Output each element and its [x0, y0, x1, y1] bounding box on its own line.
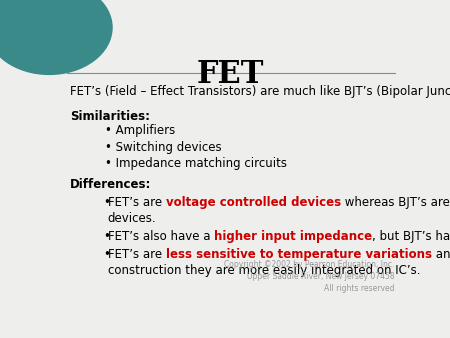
Text: FET: FET: [197, 59, 265, 90]
Text: devices.: devices.: [108, 212, 157, 225]
Text: •: •: [104, 196, 110, 209]
Text: Copyright ©2002 by Pearson Education, Inc.
Upper Saddle River, New Jersey 07458
: Copyright ©2002 by Pearson Education, In…: [224, 260, 395, 293]
Text: • Switching devices: • Switching devices: [105, 141, 222, 154]
Text: , but BJT’s have higher gains.: , but BJT’s have higher gains.: [372, 230, 450, 243]
Text: FET’s are: FET’s are: [108, 196, 166, 209]
Text: •: •: [104, 230, 110, 243]
Text: •: •: [104, 248, 110, 261]
Text: construction they are more easily integrated on IC’s.: construction they are more easily integr…: [108, 264, 420, 277]
Text: and because of there: and because of there: [432, 248, 450, 261]
Text: • Impedance matching circuits: • Impedance matching circuits: [105, 157, 287, 170]
Text: less sensitive to temperature variations: less sensitive to temperature variations: [166, 248, 432, 261]
Text: Differences:: Differences:: [70, 178, 152, 191]
Text: voltage controlled devices: voltage controlled devices: [166, 196, 341, 209]
Text: • Amplifiers: • Amplifiers: [105, 124, 176, 137]
Text: whereas BJT’s are current controlled: whereas BJT’s are current controlled: [341, 196, 450, 209]
Text: higher input impedance: higher input impedance: [214, 230, 372, 243]
Text: FET’s also have a: FET’s also have a: [108, 230, 214, 243]
Text: FET’s (Field – Effect Transistors) are much like BJT’s (Bipolar Junction Transis: FET’s (Field – Effect Transistors) are m…: [70, 85, 450, 98]
Circle shape: [0, 0, 112, 74]
Text: FET’s are: FET’s are: [108, 248, 166, 261]
Text: Similarities:: Similarities:: [70, 110, 150, 123]
